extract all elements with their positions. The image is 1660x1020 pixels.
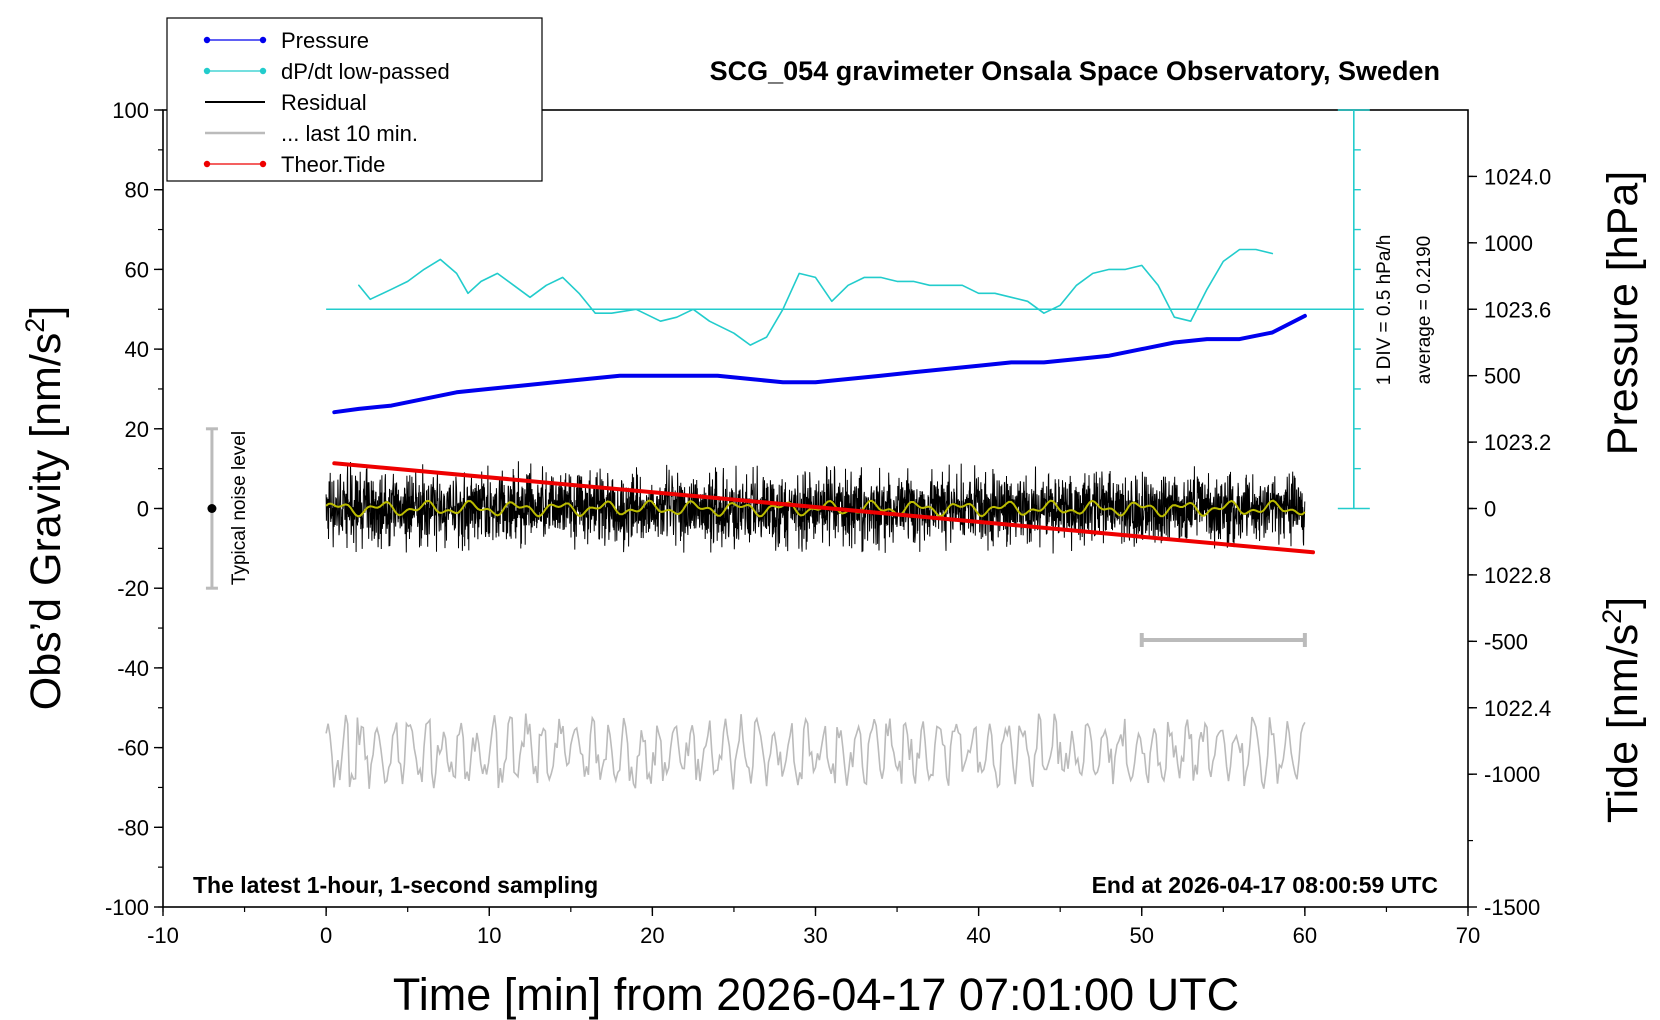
- tide-tick-label: -1500: [1484, 895, 1540, 920]
- x-tick-label: 20: [640, 923, 664, 948]
- x-axis: -10 0 10 20 30 40 50 60 70: [147, 907, 1480, 948]
- x-tick-label: 40: [966, 923, 990, 948]
- tide-tick-label: -500: [1484, 629, 1528, 654]
- y-tick-label: 80: [125, 178, 149, 203]
- dpdt-scale: 1 DIV = 0.5 hPa/h average = 0.2190: [1337, 109, 1435, 510]
- legend-marker: [259, 160, 267, 168]
- pressure-axis-label: Pressure [hPa]: [1599, 171, 1647, 455]
- legend-label: Pressure: [281, 28, 369, 53]
- series-layer: [325, 248, 1364, 790]
- x-tick-label: 0: [320, 923, 332, 948]
- legend: Pressure dP/dt low-passed Residual ... last…: [166, 17, 543, 182]
- pressure-tick-label: 1023.2: [1484, 430, 1551, 455]
- tide-axis: 1000 500 0 -500 -1000 -1500: [1468, 231, 1540, 920]
- legend-marker: [203, 67, 211, 75]
- pressure-tick-label: 1022.8: [1484, 563, 1551, 588]
- y-tick-label: 40: [125, 337, 149, 362]
- average-label: average = 0.2190: [1414, 236, 1435, 384]
- y-tick-label: 60: [125, 257, 149, 282]
- y-tick-label: -60: [117, 736, 149, 761]
- y-tick-label: -20: [117, 576, 149, 601]
- y-tick-label: 0: [137, 497, 149, 522]
- x-tick-label: 60: [1293, 923, 1317, 948]
- pressure-axis: 1024.0 1023.6 1023.2 1022.8 1022.4: [1468, 164, 1551, 775]
- tide-axis-label: Tide [nm/s2]: [1597, 597, 1647, 823]
- bottom-left-note: The latest 1-hour, 1-second sampling: [193, 872, 598, 898]
- legend-marker: [203, 36, 211, 44]
- y-tick-label: -40: [117, 656, 149, 681]
- pressure-tick-label: 1023.6: [1484, 297, 1551, 322]
- legend-label: ... last 10 min.: [281, 121, 418, 146]
- tide-tick-label: 500: [1484, 364, 1521, 389]
- theor-tide-line: [332, 461, 1315, 555]
- x-tick-label: 70: [1456, 923, 1480, 948]
- legend-marker: [259, 67, 267, 75]
- tide-tick-label: -1000: [1484, 762, 1540, 787]
- legend-label: Theor.Tide: [281, 152, 385, 177]
- y-axis-label: Obs’d Gravity [nm/s2]: [20, 306, 70, 711]
- last10-line: [325, 713, 1306, 790]
- legend-label: Residual: [281, 90, 367, 115]
- legend-label: dP/dt low-passed: [281, 59, 450, 84]
- pressure-tick-label: 1024.0: [1484, 164, 1551, 189]
- x-tick-label: 50: [1130, 923, 1154, 948]
- y-tick-label: -80: [117, 815, 149, 840]
- noise-indicator: Typical noise level: [205, 427, 250, 590]
- pressure-line: [332, 313, 1307, 415]
- x-tick-label: -10: [147, 923, 179, 948]
- y-axis: 100 80 60 40 20 0 -20 -40 -60 -80 -100: [105, 98, 163, 920]
- y-tick-label: 100: [112, 98, 149, 123]
- noise-dot: [207, 504, 217, 513]
- legend-marker: [259, 36, 267, 44]
- residual-smooth-line: [325, 499, 1306, 518]
- dp-dt-low-passed-line: [358, 248, 1274, 346]
- y-tick-label: -100: [105, 895, 149, 920]
- legend-marker: [203, 160, 211, 168]
- chart-title: SCG_054 gravimeter Onsala Space Observat…: [710, 56, 1440, 86]
- div-label: 1 DIV = 0.5 hPa/h: [1374, 235, 1395, 386]
- y-tick-label: 20: [125, 417, 149, 442]
- tide-tick-label: 1000: [1484, 231, 1533, 256]
- pressure-tick-label: 1022.4: [1484, 696, 1551, 721]
- bottom-right-note: End at 2026-04-17 08:00:59 UTC: [1092, 872, 1438, 898]
- x-axis-label: Time [min] from 2026-04-17 07:01:00 UTC: [393, 969, 1239, 1020]
- x-tick-label: 10: [477, 923, 501, 948]
- residual-line: [325, 461, 1306, 554]
- tide-tick-label: 0: [1484, 497, 1496, 522]
- legend-box: [166, 17, 543, 182]
- noise-label: Typical noise level: [229, 431, 250, 585]
- x-tick-label: 30: [803, 923, 827, 948]
